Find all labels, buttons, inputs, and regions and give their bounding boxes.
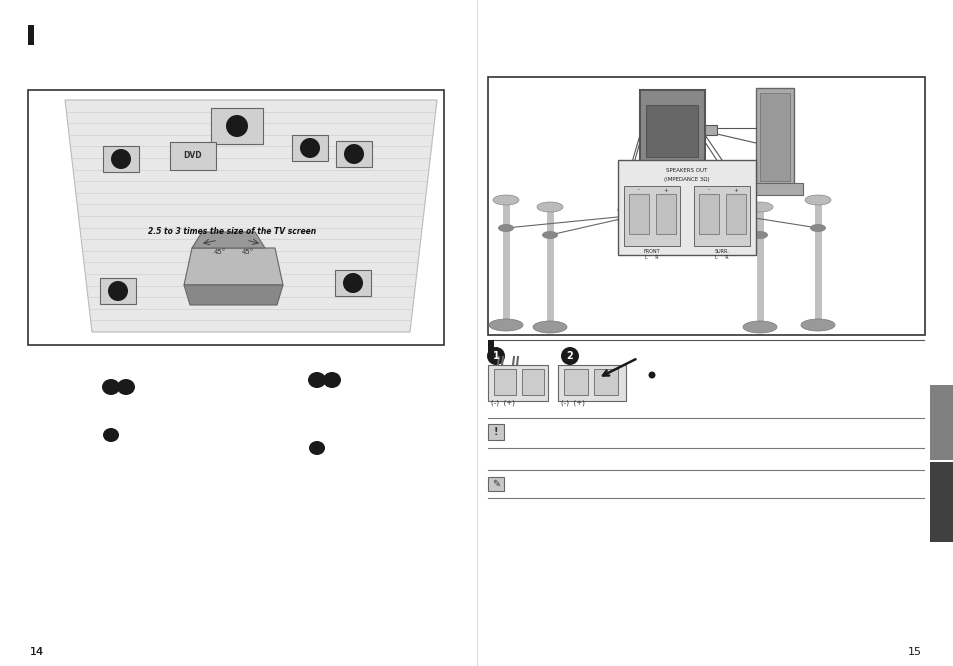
Ellipse shape <box>489 319 522 331</box>
Text: !: ! <box>494 427 497 437</box>
Bar <box>747 183 802 195</box>
Ellipse shape <box>809 224 825 232</box>
Text: +: + <box>663 188 668 192</box>
Ellipse shape <box>226 115 248 137</box>
Text: SPEAKERS OUT: SPEAKERS OUT <box>666 168 707 172</box>
Bar <box>929 462 953 542</box>
Text: ✎: ✎ <box>492 479 499 489</box>
Bar <box>656 194 676 234</box>
Bar <box>28 90 443 345</box>
Ellipse shape <box>117 379 135 395</box>
Ellipse shape <box>742 321 776 333</box>
Bar <box>488 77 924 335</box>
Bar <box>103 146 139 172</box>
Ellipse shape <box>493 195 518 205</box>
Bar <box>488 340 494 356</box>
Text: 1: 1 <box>492 351 498 361</box>
Ellipse shape <box>299 138 319 158</box>
Text: 15: 15 <box>907 647 921 657</box>
Bar <box>639 90 704 170</box>
Bar <box>488 424 503 440</box>
Ellipse shape <box>801 319 834 331</box>
Bar <box>594 369 618 395</box>
Text: FRONT
L     R: FRONT L R <box>643 249 659 260</box>
Text: (-)  (+): (-) (+) <box>491 400 515 406</box>
Bar <box>699 194 719 234</box>
Bar <box>488 365 547 401</box>
Bar <box>28 25 34 45</box>
Ellipse shape <box>533 321 566 333</box>
Text: -: - <box>638 188 639 192</box>
Ellipse shape <box>486 347 504 365</box>
Ellipse shape <box>308 372 326 388</box>
Bar <box>335 270 371 296</box>
Text: (IMPEDANCE 3Ω): (IMPEDANCE 3Ω) <box>663 176 709 182</box>
Bar <box>704 125 717 135</box>
Ellipse shape <box>541 231 558 239</box>
Ellipse shape <box>804 195 830 205</box>
Ellipse shape <box>343 273 363 293</box>
Ellipse shape <box>108 281 128 301</box>
Ellipse shape <box>309 441 325 455</box>
Bar <box>618 160 755 255</box>
Bar <box>929 385 953 460</box>
Bar <box>100 278 136 304</box>
Ellipse shape <box>560 347 578 365</box>
Bar <box>494 369 516 395</box>
Bar <box>558 365 625 401</box>
Text: SURR.
L     R: SURR. L R <box>714 249 729 260</box>
Text: 45°: 45° <box>242 249 253 255</box>
Ellipse shape <box>111 149 131 169</box>
Bar <box>628 194 648 234</box>
Text: (-)  (+): (-) (+) <box>560 400 584 406</box>
Polygon shape <box>184 285 283 305</box>
Polygon shape <box>184 248 283 285</box>
Bar <box>725 194 745 234</box>
Ellipse shape <box>537 202 562 212</box>
Ellipse shape <box>746 202 772 212</box>
Bar <box>563 369 587 395</box>
Ellipse shape <box>648 372 655 378</box>
Text: DVD: DVD <box>184 151 202 161</box>
Bar <box>755 88 793 188</box>
Bar <box>693 186 749 246</box>
Bar <box>521 369 543 395</box>
Bar <box>488 477 503 491</box>
Text: -: - <box>707 188 709 192</box>
Bar <box>645 105 698 157</box>
Text: 2: 2 <box>566 351 573 361</box>
Ellipse shape <box>497 224 514 232</box>
Ellipse shape <box>751 231 767 239</box>
Bar <box>623 186 679 246</box>
Text: 45°: 45° <box>213 249 226 255</box>
Ellipse shape <box>344 144 364 164</box>
Polygon shape <box>192 232 265 248</box>
Ellipse shape <box>323 372 340 388</box>
Text: 14: 14 <box>30 647 44 657</box>
Ellipse shape <box>102 379 120 395</box>
Ellipse shape <box>103 428 119 442</box>
Text: 14: 14 <box>30 647 44 657</box>
Bar <box>292 135 328 161</box>
Bar <box>760 93 789 181</box>
Polygon shape <box>65 100 436 332</box>
Bar <box>211 108 263 144</box>
Text: 2.5 to 3 times the size of the TV screen: 2.5 to 3 times the size of the TV screen <box>148 228 315 236</box>
Bar <box>335 141 372 167</box>
Bar <box>170 142 215 170</box>
Text: +: + <box>733 188 738 192</box>
